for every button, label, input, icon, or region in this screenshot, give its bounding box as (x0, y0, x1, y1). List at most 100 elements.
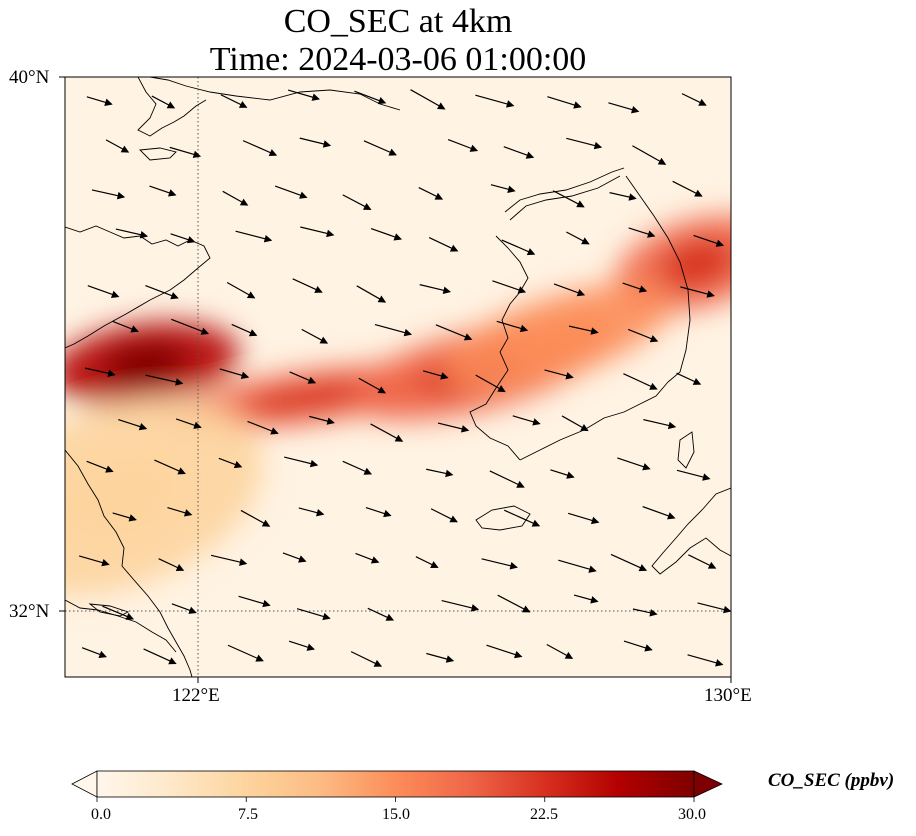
wind-arrow-head (322, 612, 331, 621)
wind-arrow-head (307, 376, 317, 384)
wind-arrow-head (469, 144, 479, 152)
wind-vectors (78, 89, 731, 667)
wind-arrow-head (565, 372, 574, 380)
wind-arrow-head (702, 473, 711, 481)
lat-tick-label-40: 40°N (9, 67, 50, 88)
wind-arrow-head (532, 418, 541, 426)
china-east-north (149, 77, 401, 111)
colorbar-tick-4: 30.0 (678, 806, 706, 823)
korea-east-coast (625, 175, 691, 383)
colorbar-tick-0: 0.0 (91, 806, 111, 823)
wind-arrow-head (576, 289, 586, 297)
wind-arrow-head (239, 198, 249, 206)
wind-arrow-head (362, 203, 372, 210)
wind-arrow-head (270, 427, 279, 435)
wind-arrow-head (322, 140, 332, 148)
korea-west-coast (469, 235, 529, 461)
wind-arrow-head (138, 422, 148, 431)
wind-arrow-head (377, 386, 387, 394)
co-plume-core-east-china-sea (65, 448, 184, 546)
map-panel (59, 76, 732, 683)
wind-arrow-head (262, 599, 271, 608)
wind-arrow-head (311, 93, 320, 101)
wind-arrow-head (715, 239, 725, 247)
wind-arrow-head (170, 292, 179, 300)
wind-arrow-head (309, 459, 319, 468)
wind-arrow-head (298, 555, 307, 563)
liaodong-coast (137, 77, 207, 137)
wind-arrow-head (521, 605, 531, 613)
wind-arrow-head (531, 519, 541, 527)
wind-arrow-head (590, 327, 599, 335)
wind-arrow-head (168, 657, 177, 665)
korea-south-coast (519, 381, 669, 461)
wind-arrow-head (394, 434, 404, 442)
wind-arrow-head (707, 561, 717, 569)
wind-arrow-head (239, 558, 248, 566)
wind-arrow-head (175, 378, 184, 386)
colorbar-label: CO_SEC (ppbv) (768, 770, 895, 791)
china-coast-south (65, 449, 193, 677)
wind-arrow-head (403, 328, 413, 337)
wind-arrow-head (98, 650, 107, 658)
wind-arrow-head (373, 659, 383, 667)
wind-arrow-head (445, 655, 455, 663)
wind-arrow-head (590, 596, 599, 604)
co-concentration-field (65, 215, 731, 596)
wind-arrow-shaft (171, 318, 209, 335)
wind-arrow-head (647, 230, 656, 238)
co-plume-core-korea-east (660, 240, 731, 288)
co-plume-core-korea-central (506, 311, 610, 363)
wind-arrow-head (638, 285, 648, 293)
wind-arrow-head (175, 564, 185, 571)
wind-arrow-head (628, 193, 637, 201)
wind-arrow-head (299, 191, 308, 199)
kyushu-coast (651, 487, 731, 575)
wind-arrow-head (460, 425, 470, 433)
wind-arrow-head (177, 467, 186, 475)
wind-arrow-head (644, 644, 653, 652)
wind-arrow-head (649, 609, 658, 617)
wind-arrow-head (630, 106, 640, 114)
wind-arrow-head (519, 324, 529, 333)
wind-arrow-head (268, 149, 278, 157)
wind-arrow-head (107, 369, 116, 378)
wind-arrow-head (326, 417, 335, 425)
map-frame (64, 76, 732, 678)
wind-arrow-head (193, 421, 202, 429)
wind-arrow-head (240, 371, 250, 379)
wind-arrow-head (706, 290, 715, 298)
colorbar-tick-3: 22.5 (530, 806, 558, 823)
lat-tick-label-32: 32°N (9, 601, 50, 622)
wind-arrow-head (698, 98, 707, 106)
wind-arrow-head (514, 650, 523, 659)
wind-arrow-head (363, 467, 373, 475)
wind-arrow-head (383, 509, 392, 518)
wind-arrow-head (377, 295, 387, 303)
colorbar-tick-1: 7.5 (238, 806, 258, 823)
wind-arrow-head (393, 233, 402, 241)
wind-arrow-head (200, 327, 210, 335)
wind-arrow-head (139, 231, 149, 239)
wind-arrow-head (188, 606, 197, 614)
wind-arrow-head (110, 290, 120, 298)
wind-arrow-head (566, 471, 575, 479)
wind-arrow-head (101, 558, 110, 567)
wind-arrow-head (516, 480, 525, 488)
wind-arrow-head (116, 191, 126, 200)
wind-arrow-head (581, 237, 590, 245)
wind-arrow-head (319, 336, 329, 344)
china-mainland-coast (65, 225, 211, 349)
wind-arrow-head (449, 244, 459, 252)
wind-arrow-head (238, 101, 248, 108)
wind-arrow-head (573, 101, 582, 109)
wind-arrow-head (430, 561, 439, 568)
lon-tick-label-130: 130°E (704, 685, 752, 706)
wind-arrow-head (255, 654, 264, 662)
wind-arrow-head (314, 285, 323, 293)
wind-arrow-head (440, 372, 449, 380)
wind-arrow-head (580, 423, 589, 432)
wind-arrow-head (326, 229, 335, 238)
wind-arrow-head (128, 514, 137, 522)
colorbar-extend-min (71, 770, 98, 798)
